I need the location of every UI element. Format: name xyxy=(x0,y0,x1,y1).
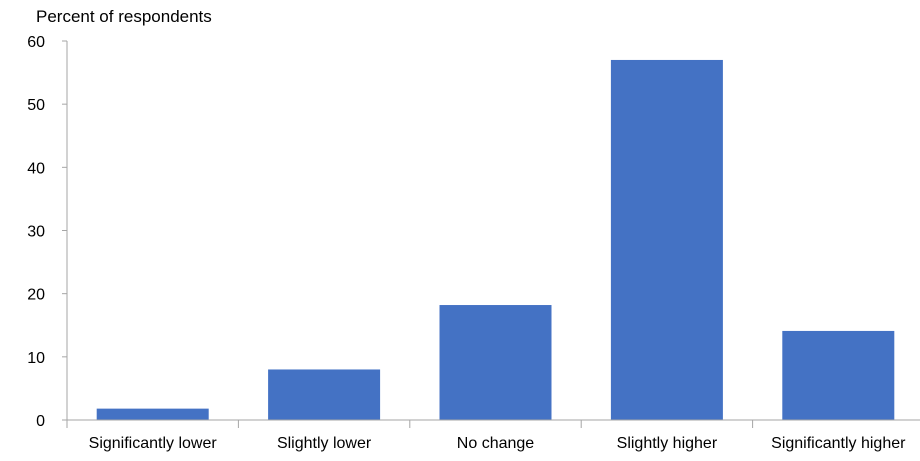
x-tick-label: Slightly higher xyxy=(617,435,718,452)
x-axis-ticks: Significantly lower Slightly lower No chan… xyxy=(66,420,906,452)
y-axis-title: Percent of respondents xyxy=(36,7,212,26)
y-tick-label: 20 xyxy=(27,287,45,304)
x-tick-label: Significantly higher xyxy=(771,435,906,452)
bar-significantly-lower xyxy=(96,408,209,420)
bar-significantly-higher xyxy=(782,330,895,420)
y-tick-label: 50 xyxy=(27,97,45,114)
x-tick-label: No change xyxy=(457,435,534,452)
bar-no-change xyxy=(439,305,552,420)
y-tick-label: 60 xyxy=(27,34,45,51)
bar-slightly-higher xyxy=(610,59,723,420)
axes-group xyxy=(66,41,920,421)
y-tick-label: 10 xyxy=(27,350,45,367)
y-axis-ticks: 0 10 20 30 40 50 60 xyxy=(27,34,67,430)
y-tick-label: 40 xyxy=(27,160,45,177)
y-tick-label: 30 xyxy=(27,224,45,241)
bar-slightly-lower xyxy=(268,369,381,420)
y-tick-label: 0 xyxy=(36,413,45,430)
x-tick-label: Slightly lower xyxy=(277,435,372,452)
bars-group xyxy=(96,59,895,420)
x-tick-label: Significantly lower xyxy=(89,435,218,452)
